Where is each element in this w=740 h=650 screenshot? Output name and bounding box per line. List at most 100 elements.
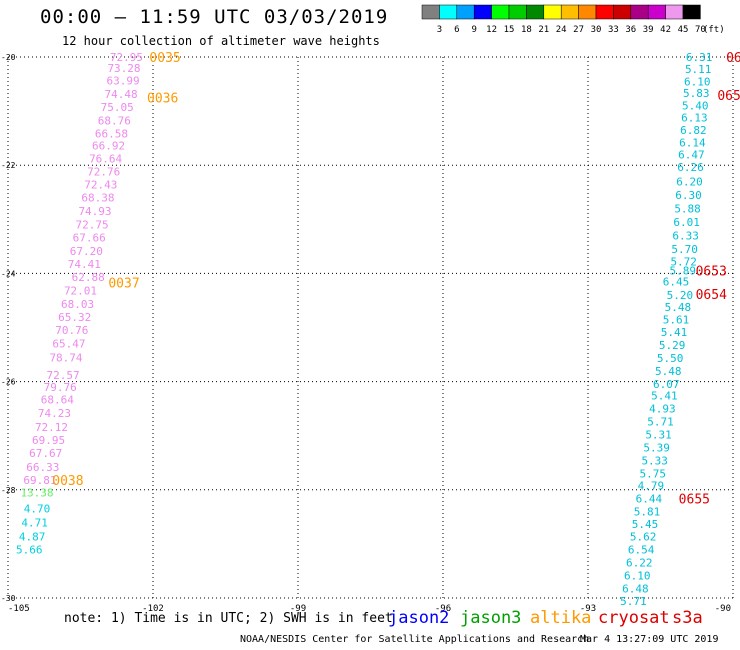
scale-label: 70 [695, 25, 706, 35]
data-point-altika: 66.92 [92, 140, 125, 153]
scale-label: 21 [538, 25, 549, 35]
scale-swatch [456, 4, 475, 20]
data-point-jason3: 13.38 [20, 487, 53, 500]
time-label-cryosat: 0653 [717, 89, 740, 104]
data-point-altika: 69.95 [32, 434, 65, 447]
scale-swatch [613, 4, 632, 20]
data-point-altika: 78.74 [49, 351, 82, 364]
data-point-cryosat: 5.89 [669, 265, 696, 278]
data-point-altika: 62.88 [72, 271, 105, 284]
data-point-cryosat: 5.71 [647, 416, 674, 429]
time-label-cryosat: 0654 [696, 288, 727, 303]
time-label-cryosat: 0655 [679, 492, 710, 507]
color-scale-bar: 3 6 9 12 15 18 21 24 27 30 33 36 39 42 45 70(ft) [421, 4, 725, 35]
data-point-cryosat: 5.31 [645, 429, 672, 442]
legend-cryosat: cryosat [598, 608, 670, 628]
scale-swatch [439, 4, 458, 20]
data-point-cryosat: 6.13 [681, 112, 708, 125]
data-point-cryosat: 6.48 [622, 582, 649, 595]
data-point-altika: 73.28 [107, 62, 140, 75]
time-label-cryosat: 065 [726, 51, 740, 66]
scale-label: 27 [573, 25, 584, 35]
data-point-altika: 67.20 [70, 245, 103, 258]
data-point-cryosat: 5.33 [641, 455, 668, 468]
scale-label: (ft) [703, 25, 725, 35]
data-point-cryosat: 5.61 [663, 313, 690, 326]
scale-label: 39 [643, 25, 654, 35]
data-point-cryosat: 5.72 [670, 255, 697, 268]
scale-label: 9 [471, 25, 476, 35]
data-point-cryosat: 6.33 [672, 230, 699, 243]
data-point-cryosat: 6.10 [624, 569, 651, 582]
chart-points: 72.9573.2863.9974.4875.0568.7666.5866.92… [16, 51, 740, 608]
scale-swatch [578, 4, 597, 20]
y-tick-label: -20 [1, 53, 16, 62]
data-point-cryosat: 6.30 [675, 189, 702, 202]
data-point-cryosat: 5.11 [685, 63, 712, 76]
scale-swatch [560, 4, 579, 20]
data-point-cryosat: 5.81 [634, 505, 661, 518]
scale-label: 15 [504, 25, 515, 35]
time-label-altika: 0038 [52, 474, 83, 489]
page-title: 00:00 – 11:59 UTC 03/03/2019 [40, 6, 389, 28]
data-point-cryosat: 6.47 [678, 148, 705, 161]
data-point-cryosat: 5.48 [655, 365, 682, 378]
x-tick-label: -102 [142, 604, 164, 614]
data-point-cryosat: 6.01 [673, 216, 700, 229]
legend-jason3: jason3 [460, 608, 522, 628]
y-tick-label: -28 [1, 486, 16, 495]
data-point-cryosat: 4.79 [638, 479, 665, 492]
scale-swatch [647, 4, 666, 20]
scale-label: 3 [437, 25, 442, 35]
data-point-cryosat: 5.41 [651, 390, 678, 403]
data-point-cryosat: 5.71 [620, 595, 647, 608]
data-point-cryosat: 6.45 [663, 276, 690, 289]
data-point-altika: 67.66 [73, 232, 106, 245]
data-point-cryosat: 6.82 [680, 124, 707, 137]
data-point-cryosat: 6.07 [653, 378, 680, 391]
data-point-s3a: 4.70 [24, 503, 51, 516]
data-point-altika: 68.38 [81, 192, 114, 205]
data-point-altika: 63.99 [106, 74, 139, 87]
scale-swatch [473, 4, 492, 20]
scale-swatch [665, 4, 684, 20]
data-point-altika: 66.58 [95, 127, 128, 140]
scale-swatch [595, 4, 614, 20]
data-point-altika: 72.76 [87, 166, 120, 179]
scale-label: 18 [521, 25, 532, 35]
scale-label: 45 [678, 25, 689, 35]
scale-swatch [682, 4, 701, 20]
scale-label: 36 [625, 25, 636, 35]
data-point-altika: 65.32 [58, 311, 91, 324]
data-point-altika: 67.67 [29, 447, 62, 460]
scale-label: 12 [486, 25, 497, 35]
data-point-cryosat: 5.50 [657, 352, 684, 365]
time-label-cryosat: 0653 [696, 265, 727, 280]
scale-swatch [421, 4, 440, 20]
scale-label: 24 [556, 25, 567, 35]
data-point-cryosat: 5.41 [661, 326, 688, 339]
data-point-altika: 68.64 [41, 393, 74, 406]
legend-altika: altika [530, 608, 592, 628]
data-point-cryosat: 6.22 [626, 556, 653, 569]
data-point-altika: 72.95 [110, 51, 143, 64]
scale-label: 33 [608, 25, 619, 35]
data-point-altika: 72.12 [35, 421, 68, 434]
scale-swatch [630, 4, 649, 20]
data-point-cryosat: 5.20 [667, 289, 694, 302]
data-point-cryosat: 5.29 [659, 339, 686, 352]
data-point-cryosat: 5.48 [665, 301, 692, 314]
data-point-cryosat: 5.70 [671, 243, 698, 256]
y-tick-label: -26 [1, 378, 16, 387]
x-tick-label: -99 [290, 604, 306, 614]
legend-s3a: s3a [672, 608, 703, 628]
data-point-s3a: 4.87 [19, 530, 46, 543]
data-point-altika: 74.23 [38, 407, 71, 420]
data-point-cryosat: 4.93 [649, 403, 676, 416]
data-point-cryosat: 6.14 [679, 136, 706, 149]
data-point-cryosat: 5.39 [643, 442, 670, 455]
data-point-cryosat: 6.31 [686, 51, 713, 64]
legend-jason2: jason2 [388, 608, 450, 628]
data-point-altika: 69.81 [23, 474, 56, 487]
data-point-altika: 66.33 [26, 461, 59, 474]
